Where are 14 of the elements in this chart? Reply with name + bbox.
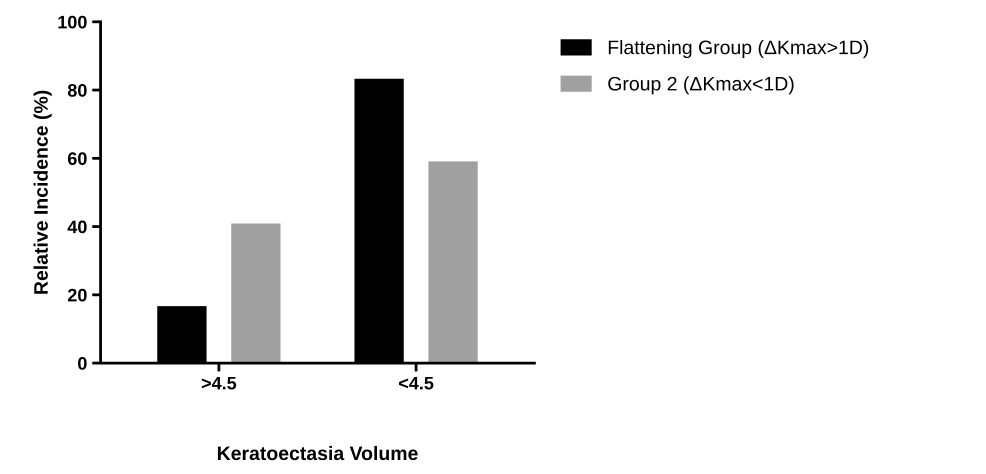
x-tick-label: <4.5 (399, 376, 434, 390)
bar (428, 161, 478, 364)
legend-label: Group 2 (ΔKmax<1D) (608, 76, 794, 94)
legend-label: Flattening Group (ΔKmax>1D) (608, 40, 868, 58)
y-tick-label: 20 (68, 288, 87, 302)
y-tick-label: 60 (68, 152, 87, 166)
y-tick-label: 100 (58, 16, 87, 29)
x-axis-title: Keratoectasia Volume (218, 446, 418, 460)
y-tick-label: 80 (68, 84, 87, 97)
y-tick-label: 40 (68, 220, 87, 234)
y-axis-title: Relative Incidence (%) (34, 90, 52, 294)
y-tick-label: 0 (78, 357, 87, 370)
x-tick-label: >4.5 (202, 376, 236, 390)
bar (231, 224, 281, 364)
